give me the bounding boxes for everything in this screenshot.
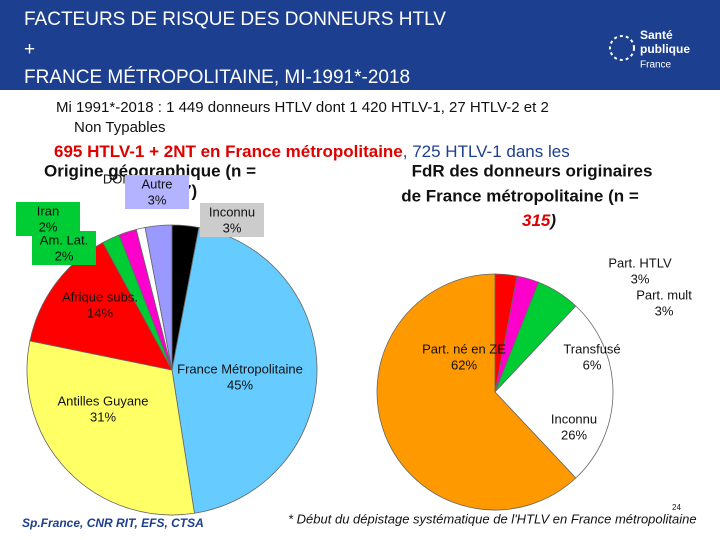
slice-label: Autre (141, 176, 172, 191)
slice-label: France Métropolitaine (177, 361, 303, 376)
pie2-title: 315) (522, 211, 556, 230)
value-label: 3% (223, 220, 242, 235)
value-label: 2% (39, 219, 58, 234)
logo-mark (609, 35, 635, 61)
value-label: 31% (90, 409, 116, 424)
value-label: 3% (148, 192, 167, 207)
slice-label: Part. HTLV (608, 255, 672, 270)
slice-label: Afrique subs. (62, 289, 138, 304)
logo-text: France (640, 60, 672, 71)
pie2-title-end: ) (548, 211, 556, 230)
title: + (24, 39, 35, 60)
highlight-rest: , 725 HTLV-1 dans les (403, 142, 570, 161)
slice-label: Iran (37, 203, 59, 218)
value-label: 26% (561, 427, 587, 442)
slice-label: Antilles Guyane (57, 393, 148, 408)
pie2-title: de France métropolitaine (n = (401, 186, 639, 205)
value-label: 45% (227, 377, 253, 392)
label-box (32, 231, 96, 265)
pie-slice (171, 227, 318, 514)
source: Sp.France, CNR RIT, EFS, CTSA (22, 516, 204, 530)
slice-label: Am. Lat. (40, 232, 88, 247)
highlight-red: 695 HTLV-1 + 2NT en France métropolitain… (54, 142, 403, 161)
logo: Santé publique France (609, 28, 690, 71)
footnote: * Début du dépistage systématique de l'H… (288, 511, 697, 526)
label-box (125, 175, 189, 209)
title: FACTEURS DE RISQUE DES DONNEURS HTLV (24, 9, 446, 30)
logo-text: Santé (640, 28, 673, 42)
label-box (200, 203, 264, 237)
label-box (16, 202, 80, 236)
value-label: 3% (631, 271, 650, 286)
slice-label: Inconnu (209, 204, 255, 219)
pie1-title: Origine géographique (n = (44, 161, 256, 180)
pie-slice (144, 224, 173, 371)
pie-slice (376, 273, 577, 511)
value-label: 62% (451, 357, 477, 372)
pie-slice (26, 340, 195, 516)
slice-label: Transfusé (563, 341, 620, 356)
value-label: 6% (583, 357, 602, 372)
intro: Mi 1991*-2018 : 1 449 donneurs HTLV dont… (56, 99, 549, 116)
pie2-n: 315 (522, 211, 551, 230)
slice-label: Part. mult (636, 287, 692, 302)
slice-label: Part. né en ZE (422, 341, 506, 356)
title: FRANCE MÉTROPOLITAINE, MI-1991*-2018 (24, 67, 410, 88)
slice-label: Inconnu (551, 411, 597, 426)
highlight: 695 HTLV-1 + 2NT en France métropolitain… (54, 142, 570, 161)
pie-slice (494, 305, 614, 479)
value-label: 14% (87, 305, 113, 320)
value-label: 2% (55, 248, 74, 263)
pie2-title: FdR des donneurs originaires (412, 161, 653, 180)
page-number: 24 (672, 503, 681, 512)
intro: Non Typables (74, 119, 165, 136)
value-label: 3% (655, 303, 674, 318)
header-band (0, 0, 720, 90)
logo-text: publique (640, 42, 690, 56)
